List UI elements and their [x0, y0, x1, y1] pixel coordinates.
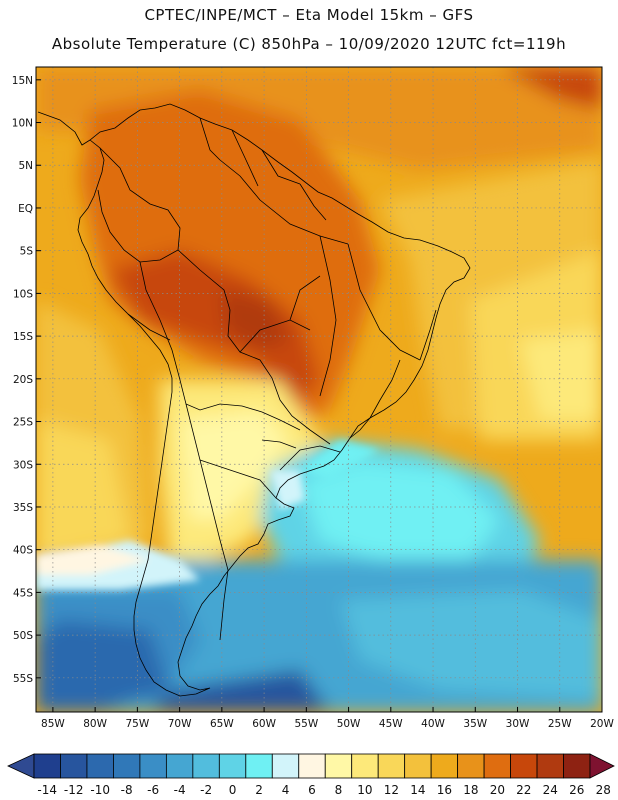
colorbar-label: -6: [147, 783, 159, 797]
lon-tick-label: 75W: [125, 718, 149, 730]
country-borders: [37, 103, 471, 697]
lon-tick-label: 25W: [548, 718, 572, 730]
colorbar-segment: [351, 753, 379, 779]
colorbar-label: 6: [308, 783, 316, 797]
lon-tick-label: 40W: [421, 718, 445, 730]
colorbar-label: 28: [596, 783, 611, 797]
colorbar-label: 8: [335, 783, 343, 797]
colorbar-segment: [563, 753, 591, 779]
colorbar-segment: [192, 753, 220, 779]
colorbar-label: 22: [516, 783, 531, 797]
lat-tick-label: 10S: [13, 288, 33, 300]
lon-tick-label: 55W: [294, 718, 318, 730]
lon-tick-label: 70W: [168, 718, 192, 730]
colorbar-segment: [430, 753, 459, 779]
colorbar-low-arrow: [7, 753, 35, 779]
colorbar-segment: [324, 753, 353, 779]
colorbar-segment: [510, 753, 538, 779]
lat-tick-label: 15S: [13, 331, 33, 343]
colorbar-segment: [165, 753, 194, 779]
lon-tick-label: 85W: [41, 718, 65, 730]
colorbar-label: -14: [37, 783, 57, 797]
lon-tick-label: 50W: [337, 718, 361, 730]
colorbar-segment: [139, 753, 167, 779]
colorbar-label: 0: [229, 783, 237, 797]
colorbar-label: 2: [255, 783, 263, 797]
colorbar-label: 16: [437, 783, 452, 797]
colorbar-label: 20: [490, 783, 505, 797]
lat-tick-label: 5S: [20, 246, 34, 258]
latitude-axis: 15N 10N 5N EQ 5S 10S 15S 20S 25S 30S 35S 40S 45S 50S 5…: [12, 75, 41, 685]
lat-tick-label: 20S: [13, 374, 33, 386]
map-title-line-2: Absolute Temperature (C) 850hPa – 10/09/…: [51, 35, 567, 53]
longitude-axis: 85W 80W 75W 70W 65W 60W 55W 50W 45W 40W 35W 30W 25W 2…: [41, 707, 614, 730]
lon-tick-label: 80W: [83, 718, 107, 730]
colorbar-label: 18: [463, 783, 478, 797]
map-frame: [35, 66, 603, 713]
colorbar-label: 24: [543, 783, 558, 797]
colorbar-segment: [113, 753, 141, 779]
colorbar-label: 12: [384, 783, 399, 797]
lat-tick-label: 10N: [12, 118, 33, 130]
colorbar-label: -10: [90, 783, 110, 797]
colorbar-label: 4: [282, 783, 290, 797]
colorbar-label: -12: [64, 783, 84, 797]
lat-tick-label: 15N: [12, 75, 33, 87]
lat-tick-label: 35S: [13, 502, 33, 514]
lat-tick-label: 25S: [13, 417, 33, 429]
lat-tick-label: 5N: [18, 160, 33, 172]
lon-tick-label: 30W: [506, 718, 530, 730]
map-title-line-1: CPTEC/INPE/MCT – Eta Model 15km – GFS: [144, 6, 474, 24]
colorbar-segment: [298, 753, 326, 779]
lon-tick-label: 35W: [463, 718, 487, 730]
colorbar-segment: [377, 753, 406, 779]
colorbar-segment: [536, 753, 564, 779]
colorbar-label: 26: [569, 783, 584, 797]
colorbar-high-arrow: [589, 753, 615, 779]
colorbar-segment: [245, 753, 273, 779]
lon-tick-label: 65W: [210, 718, 234, 730]
colorbar-segment: [218, 753, 247, 779]
lon-tick-label: 60W: [252, 718, 276, 730]
lat-tick-label: 50S: [13, 630, 33, 642]
colorbar-label: -2: [200, 783, 212, 797]
colorbar-segment: [404, 753, 432, 779]
lon-tick-label: 20W: [590, 718, 614, 730]
temperature-field: [36, 67, 602, 712]
lat-tick-label: 45S: [13, 587, 33, 599]
colorbar-segment: [457, 753, 485, 779]
lat-tick-label: 55S: [13, 673, 33, 685]
colorbar-segment: [60, 753, 88, 779]
colorbar-segment: [33, 753, 61, 779]
colorbar-label: -8: [121, 783, 133, 797]
lat-tick-label: 30S: [13, 459, 33, 471]
temperature-colorbar: -14 -12 -10 -8 -6 -4 -2 0 2 4 6 8 10 12 14 16 18 20 22 24 26…: [7, 753, 615, 797]
colorbar-label: 14: [410, 783, 425, 797]
colorbar-segment: [483, 753, 511, 779]
lat-tick-label: 40S: [13, 545, 33, 557]
colorbar-label: -4: [174, 783, 186, 797]
lat-tick-label: EQ: [18, 203, 33, 215]
colorbar-segment: [86, 753, 114, 779]
colorbar-label: 10: [357, 783, 372, 797]
colorbar-segment: [271, 753, 300, 779]
lon-tick-label: 45W: [379, 718, 403, 730]
